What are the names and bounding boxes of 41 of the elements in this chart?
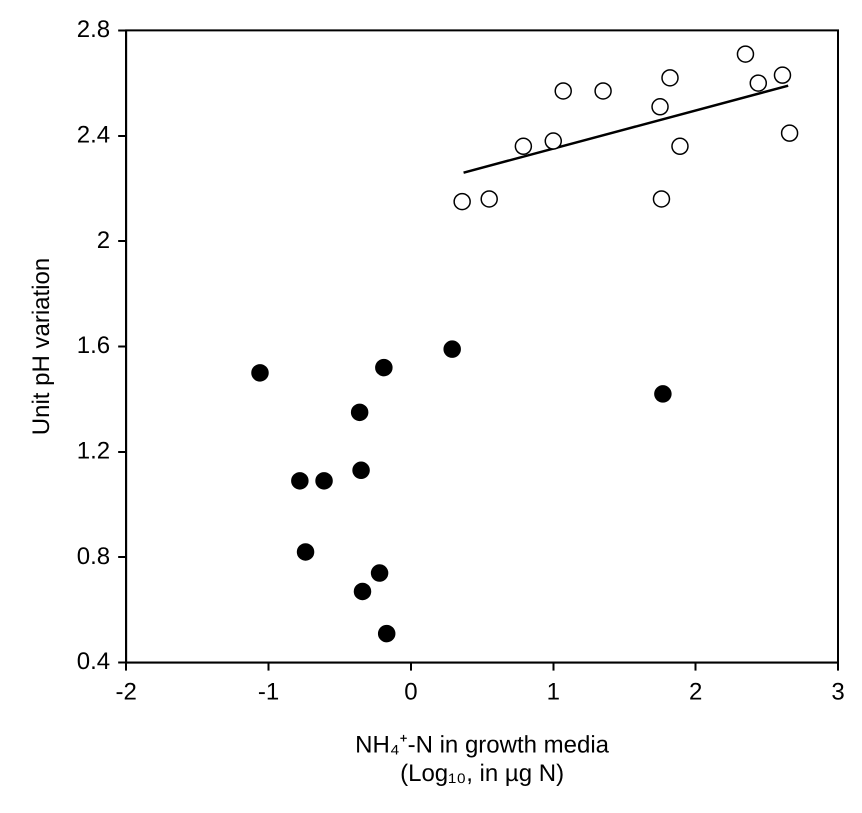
point [350,404,368,422]
x-tick-label: 0 [404,678,418,706]
x-tick-label: 1 [546,678,560,706]
x-axis-title: NH₄⁺-N in growth media (Log₁₀, in µg N) [355,731,610,788]
point [671,138,689,156]
x-tick-label: 2 [688,678,702,706]
point [291,472,309,490]
y-tick-label: 0.4 [76,648,110,676]
point [652,190,670,208]
point [480,190,498,208]
y-tick-label: 0.8 [76,542,110,570]
point [352,462,370,480]
point [736,45,754,63]
point [514,138,532,156]
point [554,82,572,100]
point [251,364,269,382]
y-tick-label: 1.6 [76,332,110,360]
point [296,543,314,561]
point [654,385,672,403]
x-tick-label: -2 [115,678,137,706]
point [651,98,669,116]
y-axis-title: Unit pH variation [28,258,56,436]
x-tick-label: -1 [258,678,280,706]
point [594,82,612,100]
x-tick-label: 3 [831,678,845,706]
point [453,192,471,210]
point [544,132,562,150]
point [443,340,461,358]
y-tick-label: 1.2 [76,437,110,464]
point [315,472,333,490]
y-tick-label: 2.4 [76,121,110,148]
point [370,564,388,582]
point [774,66,792,84]
point [378,624,396,642]
y-tick-label: 2 [96,226,110,254]
point [661,69,679,87]
point [354,582,372,600]
point [750,74,768,92]
point [780,124,798,142]
point [375,358,393,376]
y-tick-label: 2.8 [76,16,110,44]
